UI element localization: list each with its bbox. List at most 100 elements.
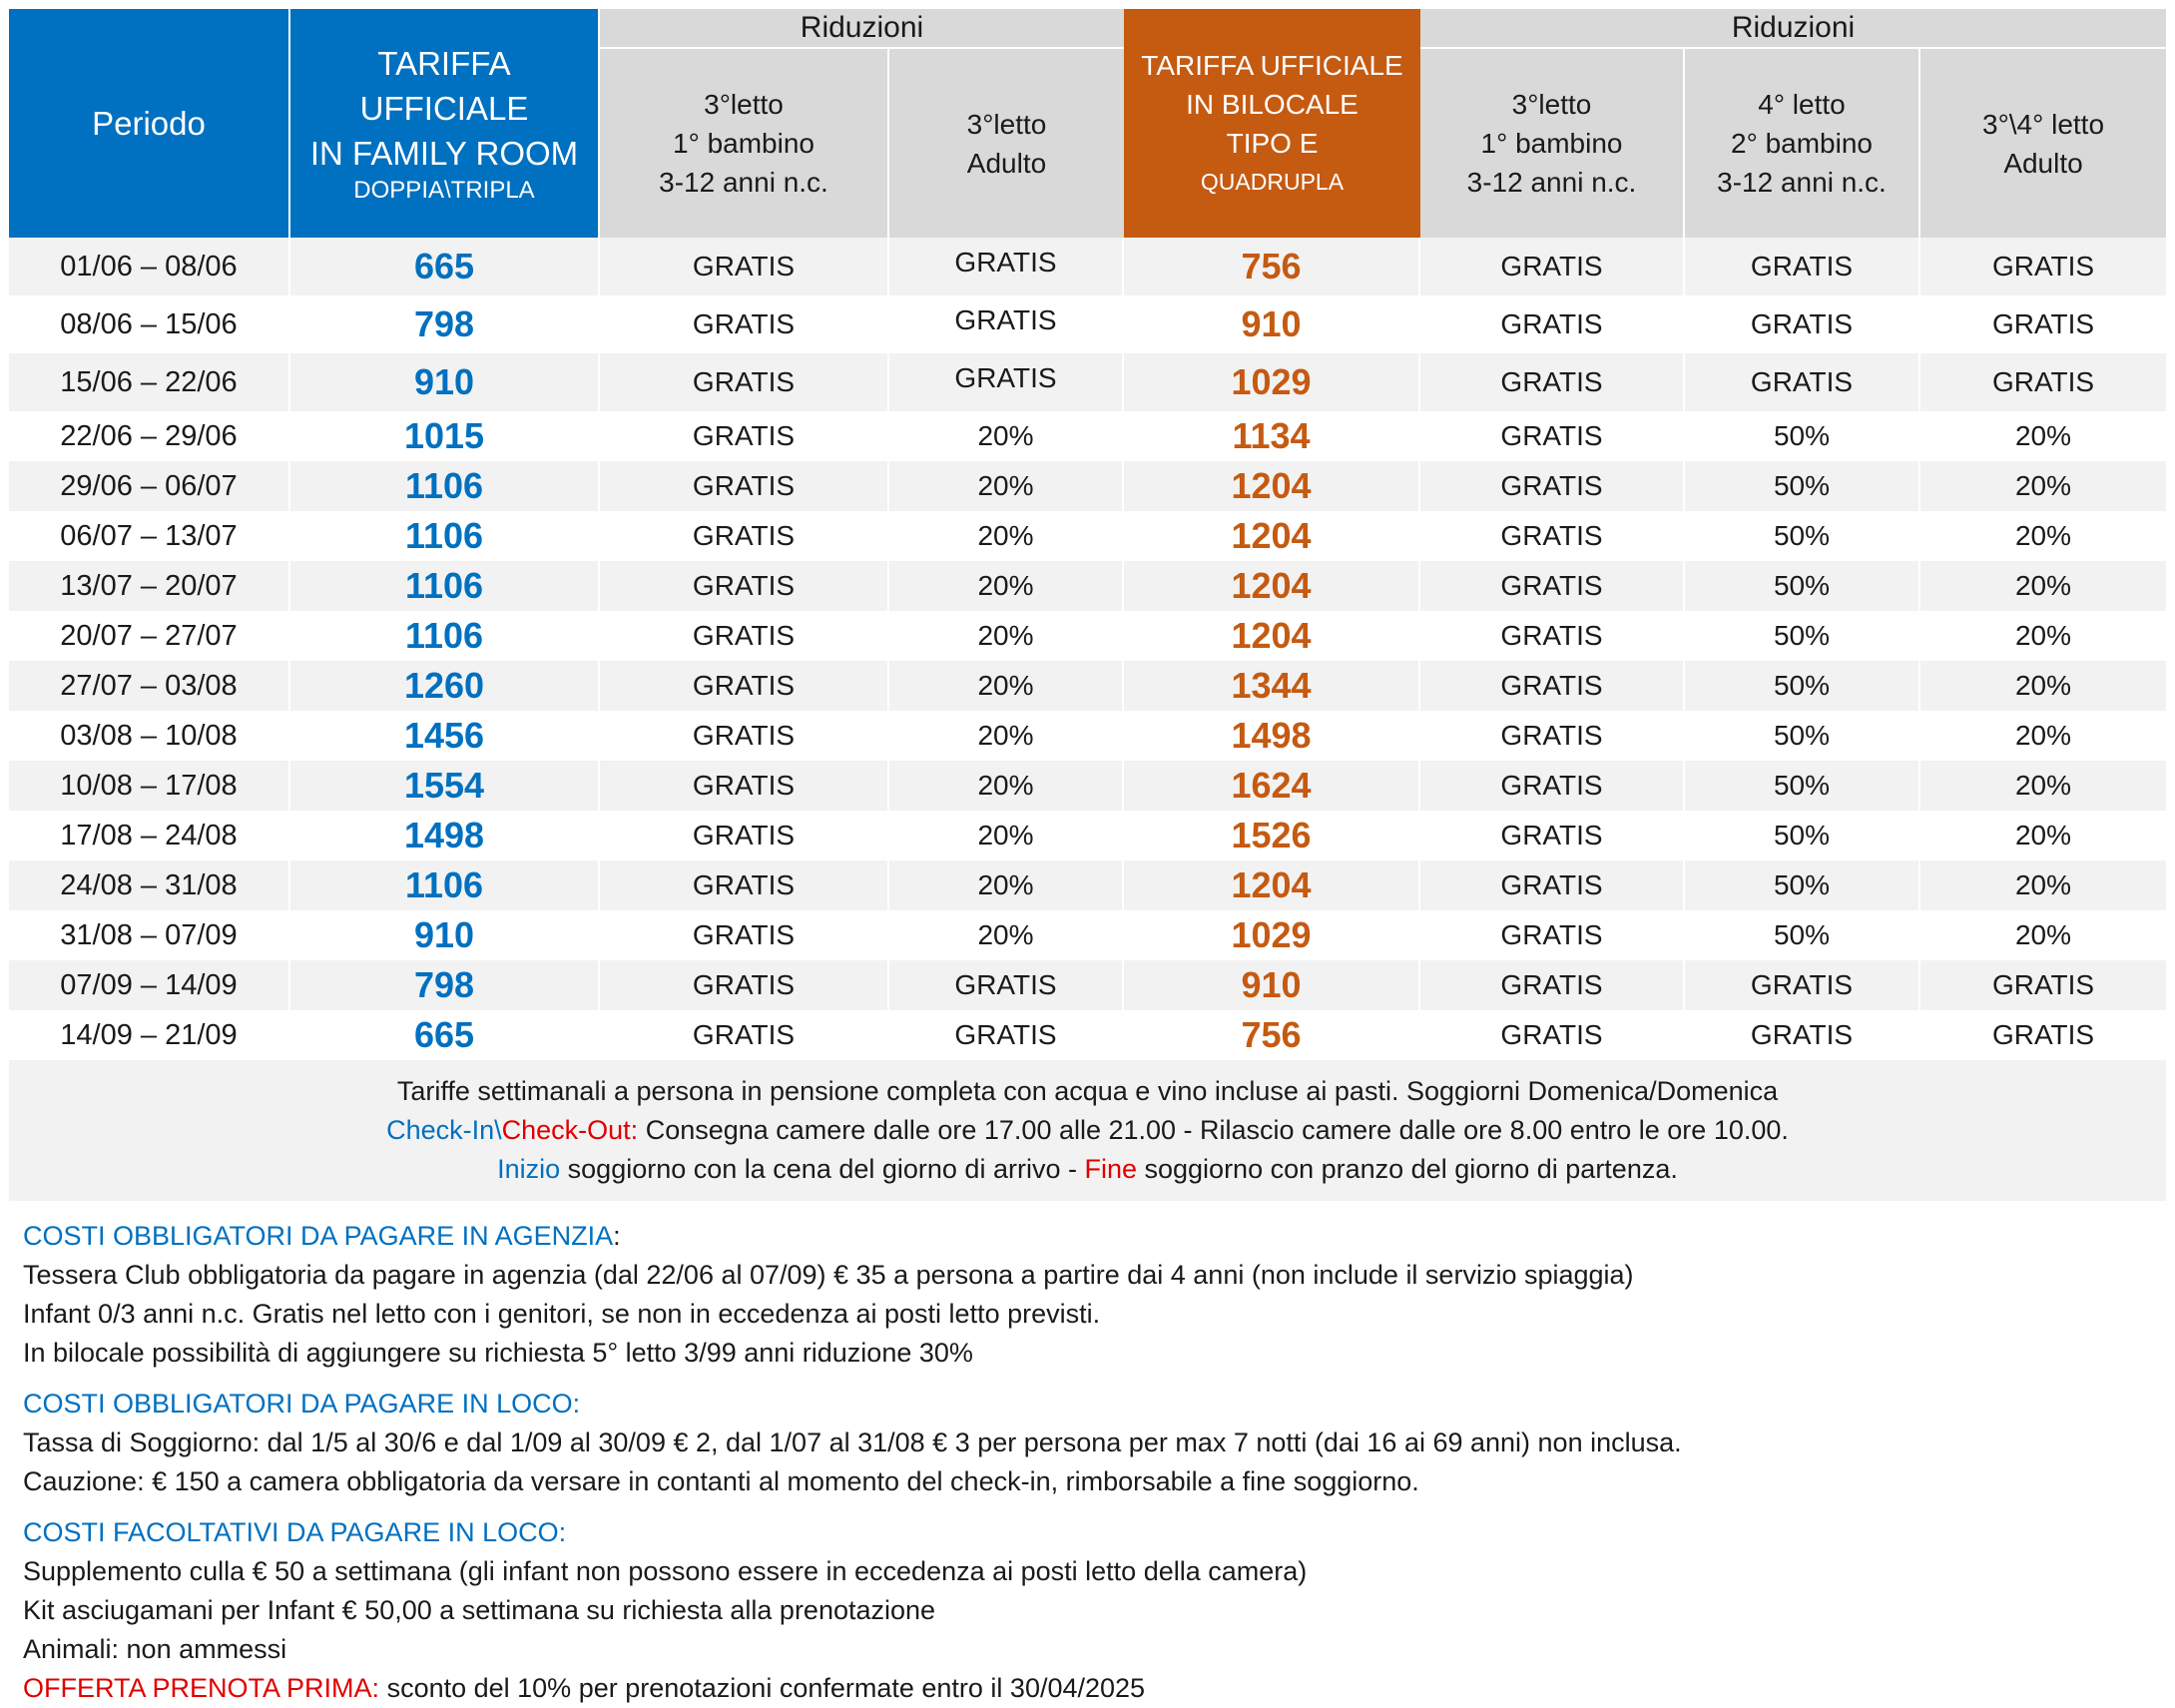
cell-rid-f-3letto-bambino: GRATIS: [600, 761, 889, 811]
cell-prezzo-bilocale: 1134: [1124, 411, 1420, 461]
cell-periodo: 31/08 – 07/09: [9, 910, 290, 960]
cell-rid-b-3letto-bambino: GRATIS: [1420, 860, 1685, 910]
cell-rid-f-3letto-adulto: 20%: [889, 910, 1124, 960]
header-f-col1-line1: 3°letto: [704, 89, 784, 120]
cell-periodo: 10/08 – 17/08: [9, 761, 290, 811]
header-b-col1-line2: 1° bambino: [1480, 128, 1623, 159]
cell-rid-f-3letto-bambino: GRATIS: [600, 295, 889, 353]
cell-prezzo-family: 1106: [290, 611, 600, 661]
cell-rid-f-3letto-bambino: GRATIS: [600, 711, 889, 761]
costs-agenzia-title: COSTI OBBLIGATORI DA PAGARE IN AGENZIA: [23, 1221, 614, 1251]
header-bilo-line3: TIPO E: [1226, 127, 1319, 159]
cell-rid-b-adulto: 20%: [1920, 561, 2167, 611]
cell-rid-b-3letto-bambino: GRATIS: [1420, 960, 1685, 1010]
header-f-col2-line1: 3°letto: [966, 108, 1047, 140]
cell-rid-b-4letto-bambino: 50%: [1685, 411, 1920, 461]
cell-rid-b-adulto: 20%: [1920, 711, 2167, 761]
cell-rid-f-3letto-bambino: GRATIS: [600, 910, 889, 960]
cell-periodo: 20/07 – 27/07: [9, 611, 290, 661]
cell-rid-b-adulto: GRATIS: [1920, 1010, 2167, 1060]
offer-title: OFFERTA PRENOTA PRIMA:: [23, 1673, 380, 1703]
cell-rid-b-adulto: 20%: [1920, 661, 2167, 711]
cell-rid-b-3letto-bambino: GRATIS: [1420, 461, 1685, 511]
cell-rid-b-3letto-bambino: GRATIS: [1420, 511, 1685, 561]
cell-periodo: 07/09 – 14/09: [9, 960, 290, 1010]
cell-periodo: 27/07 – 03/08: [9, 661, 290, 711]
cell-prezzo-bilocale: 1624: [1124, 761, 1420, 811]
cell-rid-b-4letto-bambino: 50%: [1685, 761, 1920, 811]
cell-periodo: 15/06 – 22/06: [9, 353, 290, 411]
cell-rid-b-3letto-bambino: GRATIS: [1420, 661, 1685, 711]
cell-rid-b-adulto: 20%: [1920, 860, 2167, 910]
cell-periodo: 14/09 – 21/09: [9, 1010, 290, 1060]
cell-rid-b-adulto: 20%: [1920, 811, 2167, 860]
cell-rid-b-adulto: 20%: [1920, 761, 2167, 811]
checkin-label: Check-In\: [386, 1115, 502, 1145]
cell-periodo: 22/06 – 29/06: [9, 411, 290, 461]
cell-prezzo-bilocale: 756: [1124, 1010, 1420, 1060]
cell-prezzo-family: 665: [290, 238, 600, 295]
table-row: 31/08 – 07/09 910 GRATIS 20% 1029 GRATIS 50% 20…: [9, 910, 2167, 960]
cell-rid-b-4letto-bambino: GRATIS: [1685, 295, 1920, 353]
cell-rid-f-3letto-adulto: 20%: [889, 461, 1124, 511]
cell-rid-b-3letto-bambino: GRATIS: [1420, 611, 1685, 661]
table-row: 13/07 – 20/07 1106 GRATIS 20% 1204 GRATIS 50% 2…: [9, 561, 2167, 611]
notes-line2: Check-In\Check-Out: Consegna camere dall…: [9, 1111, 2166, 1150]
cell-rid-b-4letto-bambino: 50%: [1685, 511, 1920, 561]
header-f-col1: 3°letto 1° bambino 3-12 anni n.c.: [600, 49, 889, 238]
cell-rid-b-3letto-bambino: GRATIS: [1420, 353, 1685, 411]
costs-facoltativi-line: Animali: non ammessi: [23, 1634, 287, 1664]
cell-rid-f-3letto-adulto: GRATIS: [889, 1010, 1124, 1060]
header-bilocale: TARIFFA UFFICIALE IN BILOCALE TIPO E QUA…: [1124, 9, 1420, 238]
cell-prezzo-bilocale: 1526: [1124, 811, 1420, 860]
table-row: 14/09 – 21/09 665 GRATIS GRATIS 756 GRATIS GRA…: [9, 1010, 2167, 1060]
notes-line1: Tariffe settimanali a persona in pension…: [396, 1076, 1779, 1106]
table-row: 22/06 – 29/06 1015 GRATIS 20% 1134 GRATIS 50% 2…: [9, 411, 2167, 461]
cell-rid-f-3letto-adulto: 20%: [889, 860, 1124, 910]
header-b-col3-line2: Adulto: [2003, 147, 2083, 179]
costs-agenzia-line: Infant 0/3 anni n.c. Gratis nel letto co…: [23, 1299, 1101, 1329]
cell-rid-b-3letto-bambino: GRATIS: [1420, 295, 1685, 353]
cell-prezzo-family: 1106: [290, 860, 600, 910]
table-row: 03/08 – 10/08 1456 GRATIS 20% 1498 GRATIS 50% 2…: [9, 711, 2167, 761]
header-family-room: TARIFFA UFFICIALE IN FAMILY ROOM DOPPIA\…: [290, 9, 600, 238]
notes-box: Tariffe settimanali a persona in pension…: [9, 1060, 2166, 1201]
cell-rid-f-3letto-bambino: GRATIS: [600, 238, 889, 295]
table-row: 20/07 – 27/07 1106 GRATIS 20% 1204 GRATIS 50% 2…: [9, 611, 2167, 661]
cell-prezzo-family: 910: [290, 910, 600, 960]
cell-rid-b-4letto-bambino: 50%: [1685, 860, 1920, 910]
cell-rid-f-3letto-adulto: 20%: [889, 661, 1124, 711]
table-row: 27/07 – 03/08 1260 GRATIS 20% 1344 GRATIS 50% 2…: [9, 661, 2167, 711]
table-row: 15/06 – 22/06 910 GRATIS GRATIS 1029 GRATIS GR…: [9, 353, 2167, 411]
cell-rid-f-3letto-adulto: 20%: [889, 511, 1124, 561]
costs-facoltativi-title: COSTI FACOLTATIVI DA PAGARE IN LOCO:: [23, 1517, 567, 1547]
cell-rid-b-3letto-bambino: GRATIS: [1420, 561, 1685, 611]
cell-prezzo-family: 1106: [290, 511, 600, 561]
cell-rid-b-3letto-bambino: GRATIS: [1420, 910, 1685, 960]
header-family-line2: IN FAMILY ROOM: [309, 135, 579, 172]
table-row: 07/09 – 14/09 798 GRATIS GRATIS 910 GRATIS GRA…: [9, 960, 2167, 1010]
header-b-col2: 4° letto 2° bambino 3-12 anni n.c.: [1685, 49, 1920, 238]
cell-rid-f-3letto-adulto: GRATIS: [889, 960, 1124, 1010]
cell-rid-f-3letto-adulto: 20%: [889, 711, 1124, 761]
cell-prezzo-bilocale: 1029: [1124, 910, 1420, 960]
cell-prezzo-family: 798: [290, 960, 600, 1010]
cell-prezzo-bilocale: 1204: [1124, 611, 1420, 661]
costs-facoltativi: COSTI FACOLTATIVI DA PAGARE IN LOCO: Sup…: [23, 1513, 2166, 1708]
cell-rid-f-3letto-bambino: GRATIS: [600, 411, 889, 461]
cell-prezzo-family: 1456: [290, 711, 600, 761]
table-row: 29/06 – 06/07 1106 GRATIS 20% 1204 GRATIS 50% 2…: [9, 461, 2167, 511]
notes-line2-text: Consegna camere dalle ore 17.00 alle 21.…: [638, 1115, 1789, 1145]
cell-rid-f-3letto-bambino: GRATIS: [600, 561, 889, 611]
header-b-col3: 3°\4° letto Adulto: [1920, 49, 2167, 238]
table-row: 17/08 – 24/08 1498 GRATIS 20% 1526 GRATIS 50% 2…: [9, 811, 2167, 860]
cell-rid-f-3letto-adulto: GRATIS: [889, 353, 1124, 411]
cell-rid-f-3letto-adulto: 20%: [889, 611, 1124, 661]
cell-rid-f-3letto-bambino: GRATIS: [600, 960, 889, 1010]
costs-loco-line: Tassa di Soggiorno: dal 1/5 al 30/6 e da…: [23, 1427, 1682, 1457]
cell-rid-b-adulto: 20%: [1920, 411, 2167, 461]
cell-rid-b-4letto-bambino: 50%: [1685, 910, 1920, 960]
cell-rid-f-3letto-bambino: GRATIS: [600, 811, 889, 860]
price-list: Periodo TARIFFA UFFICIALE IN FAMILY ROOM…: [9, 9, 2167, 1708]
costs-agenzia-colon: :: [613, 1221, 621, 1251]
